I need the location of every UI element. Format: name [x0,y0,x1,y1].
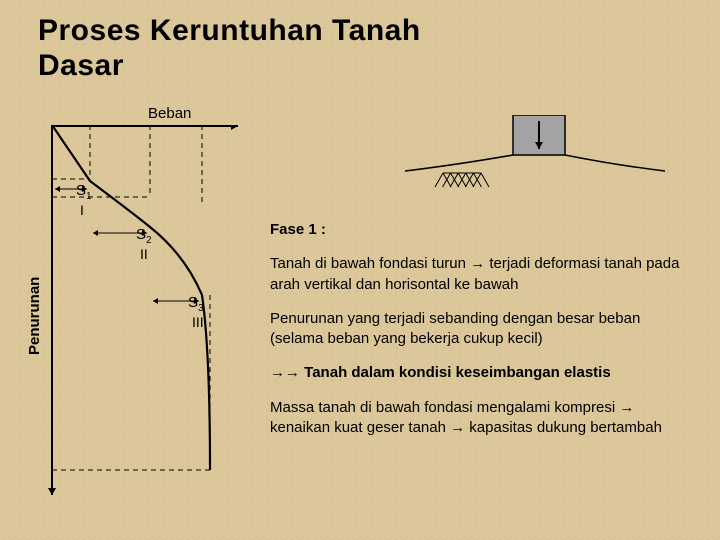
p4-c: kapasitas dukung bertambah [465,419,662,436]
paragraph-4: Massa tanah di bawah fondasi mengalami k… [270,398,695,439]
settlement-curve-diagram: Beban Penurunan S1IS2IIS3III [30,125,240,505]
p4-b: kenaikan kuat geser tanah [270,419,450,436]
p3-text: Tanah dalam kondisi keseimbangan elastis [300,364,611,381]
svg-text:S2: S2 [136,226,152,246]
x-axis-label: Beban [148,105,191,122]
paragraph-3: →→ Tanah dalam kondisi keseimbangan elas… [270,363,695,383]
svg-text:S1: S1 [76,182,92,202]
svg-text:I: I [80,202,84,218]
arrow-icon: → [619,399,634,416]
title-line-1: Proses Keruntuhan Tanah [38,14,421,47]
curve-svg: S1IS2IIS3III [30,125,240,505]
svg-text:II: II [140,246,148,262]
phase-title: Fase 1 : [270,220,695,240]
double-arrow-icon: →→ [270,364,300,381]
foundation-sketch [405,115,665,205]
y-axis-label: Penurunan [26,277,43,355]
paragraph-1: Tanah di bawah fondasi turun → terjadi d… [270,254,695,295]
phase-content: Fase 1 : Tanah di bawah fondasi turun → … [270,220,695,452]
page-title: Proses Keruntuhan Tanah Dasar [38,14,421,83]
foundation-svg [405,115,665,205]
p4-a: Massa tanah di bawah fondasi mengalami k… [270,399,619,416]
title-line-2: Dasar [38,49,124,82]
arrow-icon: → [470,255,485,272]
arrow-icon: → [450,419,465,436]
paragraph-2: Penurunan yang terjadi sebanding dengan … [270,309,695,350]
p1-a: Tanah di bawah fondasi turun [270,255,470,272]
svg-text:III: III [192,314,204,330]
